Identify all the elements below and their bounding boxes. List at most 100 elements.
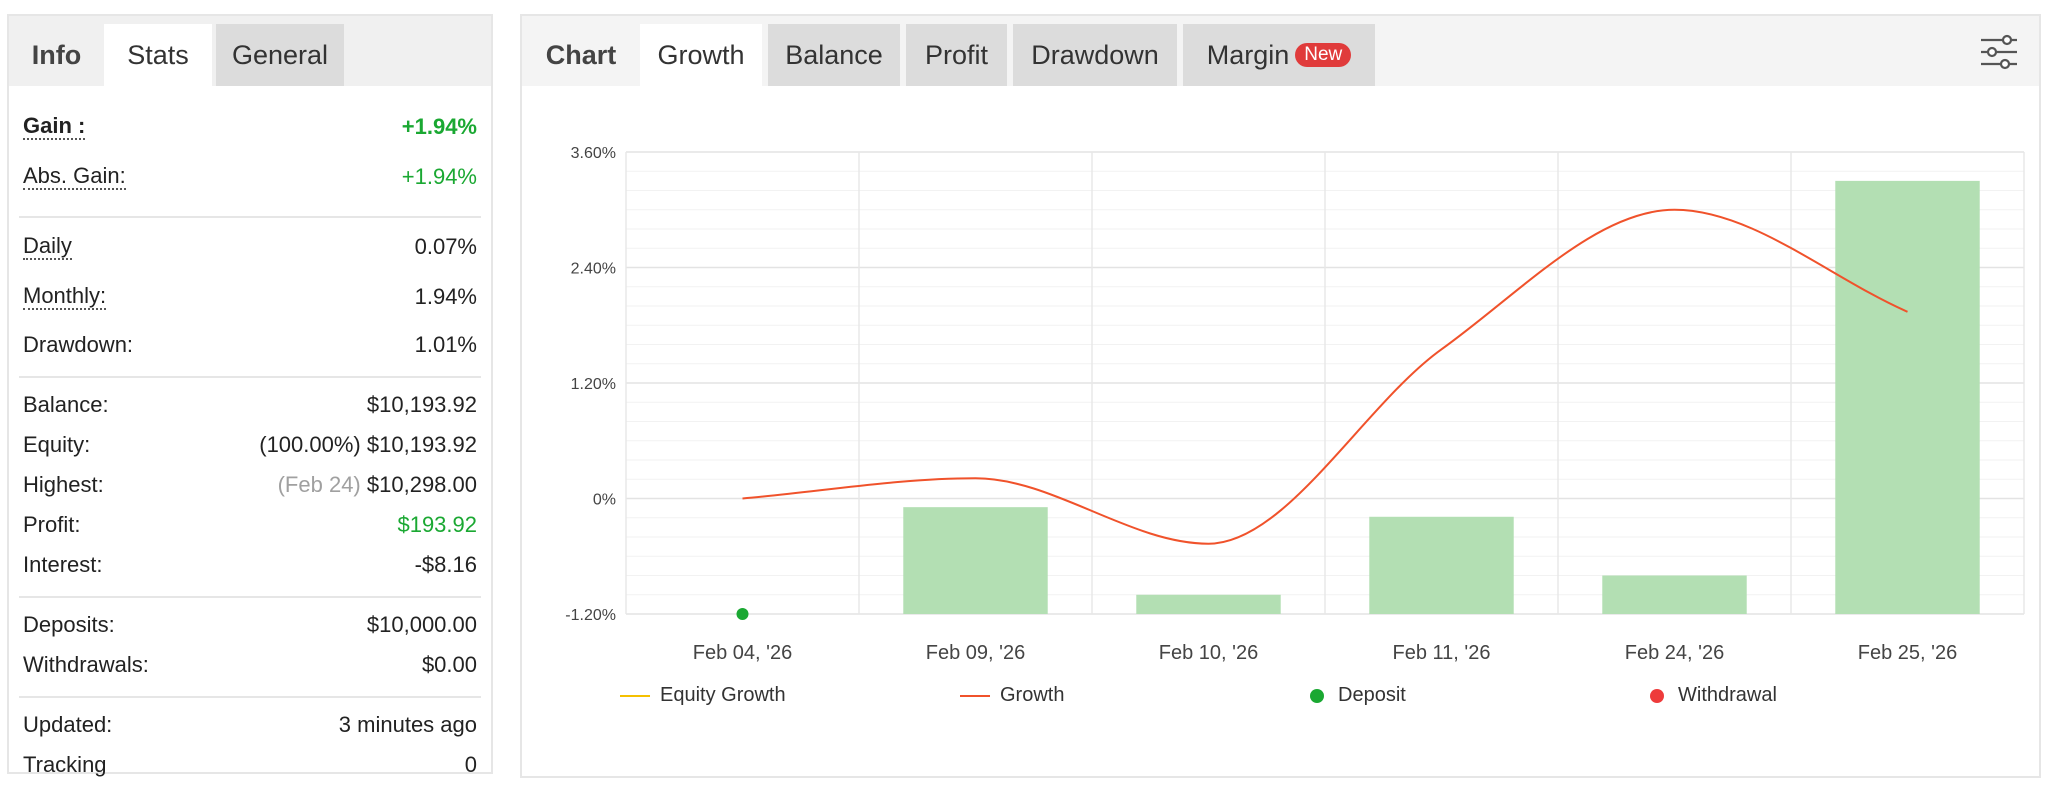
tab-margin[interactable]: Margin New: [1183, 24, 1375, 86]
stat-row-deposits: Deposits: $10,000.00: [23, 612, 477, 652]
chart-panel: Chart Growth Balance Profit Drawdown Mar…: [520, 14, 2041, 778]
tab-drawdown[interactable]: Drawdown: [1013, 24, 1177, 86]
legend-equity-growth[interactable]: Equity Growth: [620, 680, 786, 710]
tab-profit[interactable]: Profit: [906, 24, 1007, 86]
stat-row-abs-gain: Abs. Gain: +1.94%: [23, 164, 477, 204]
chart-grid: [625, 151, 2025, 615]
tab-growth[interactable]: Growth: [640, 24, 762, 86]
interest-label: Interest:: [23, 552, 103, 577]
deposits-label: Deposits:: [23, 612, 115, 637]
x-tick-label: Feb 25, '26: [1858, 642, 1957, 664]
legend-line-icon: [960, 694, 990, 697]
equity-percent: (100.00%): [259, 432, 361, 457]
monthly-label[interactable]: Monthly:: [23, 283, 107, 310]
gain-value: +1.94%: [401, 114, 477, 139]
stat-row-tracking: Tracking 0: [23, 752, 477, 792]
chart-tab-bar: Chart Growth Balance Profit Drawdown Mar…: [522, 16, 2039, 86]
legend-label: Withdrawal: [1678, 684, 1777, 706]
withdrawals-value: $0.00: [421, 652, 477, 677]
filter-sliders-icon[interactable]: [1979, 32, 2019, 72]
highest-date: (Feb 24): [277, 472, 361, 497]
divider: [19, 216, 481, 218]
equity-value-group: (100.00%) $10,193.92: [259, 432, 477, 458]
legend-deposit[interactable]: Deposit: [1310, 680, 1406, 710]
tab-info[interactable]: Info: [31, 40, 82, 70]
drawdown-value: 1.01%: [414, 332, 477, 357]
growth-bar: [903, 507, 1048, 614]
gain-label[interactable]: Gain :: [23, 113, 86, 140]
deposit-markers: [736, 608, 749, 620]
highest-value-group: (Feb 24) $10,298.00: [278, 472, 477, 498]
deposits-value: $10,000.00: [366, 612, 477, 637]
growth-line: [742, 208, 1908, 545]
tab-chart[interactable]: Chart: [545, 40, 617, 70]
daily-value: 0.07%: [414, 234, 477, 259]
growth-bar: [1835, 180, 1980, 614]
balance-label: Balance:: [23, 392, 109, 417]
tracking-label: Tracking: [23, 752, 107, 777]
stat-row-withdrawals: Withdrawals: $0.00: [23, 652, 477, 692]
stat-row-gain: Gain : +1.94%: [23, 114, 477, 154]
legend-dot-icon: [1650, 688, 1664, 703]
stat-row-monthly: Monthly: 1.94%: [23, 284, 477, 324]
growth-bar: [1369, 516, 1514, 614]
growth-bar: [1136, 594, 1281, 614]
abs-gain-label[interactable]: Abs. Gain:: [23, 163, 126, 190]
divider: [19, 376, 481, 378]
updated-label: Updated:: [23, 712, 113, 737]
y-tick-label: 2.40%: [571, 261, 616, 278]
balance-value: $10,193.92: [366, 392, 477, 417]
legend-dot-icon: [1310, 688, 1324, 703]
growth-line-path: [742, 208, 1908, 545]
withdrawals-label: Withdrawals:: [23, 652, 149, 677]
x-tick-label: Feb 09, '26: [926, 642, 1025, 664]
new-badge: New: [1295, 42, 1352, 67]
stat-row-equity: Equity: (100.00%) $10,193.92: [23, 432, 477, 472]
equity-label: Equity:: [23, 432, 91, 457]
deposit-marker: [736, 608, 749, 620]
y-tick-label: 3.60%: [571, 145, 616, 162]
x-tick-label: Feb 04, '26: [693, 642, 792, 664]
stats-panel: Info Stats General Gain : +1.94% Abs. Ga…: [7, 14, 493, 777]
stat-row-updated: Updated: 3 minutes ago: [23, 712, 477, 752]
tab-general[interactable]: General: [216, 24, 344, 86]
legend-label: Equity Growth: [660, 684, 786, 706]
daily-label[interactable]: Daily: [23, 233, 72, 260]
divider: [19, 596, 481, 598]
legend-growth[interactable]: Growth: [960, 680, 1064, 710]
x-tick-label: Feb 10, '26: [1159, 642, 1258, 664]
equity-value: $10,193.92: [366, 432, 477, 457]
stat-row-daily: Daily 0.07%: [23, 234, 477, 274]
y-axis-labels: 3.60% 2.40% 1.20% 0% -1.20%: [565, 145, 616, 624]
y-tick-label: 1.20%: [571, 376, 616, 393]
growth-bar: [1602, 575, 1747, 614]
tab-margin-label: Margin: [1206, 40, 1290, 70]
highest-label: Highest:: [23, 472, 104, 497]
stat-row-interest: Interest: -$8.16: [23, 552, 477, 592]
abs-gain-value: +1.94%: [401, 164, 477, 189]
stat-row-highest: Highest: (Feb 24) $10,298.00: [23, 472, 477, 512]
y-tick-label: -1.20%: [565, 607, 616, 624]
tab-stats[interactable]: Stats: [104, 24, 212, 86]
legend-label: Growth: [1000, 684, 1065, 706]
x-tick-label: Feb 11, '26: [1393, 642, 1491, 664]
legend-label: Deposit: [1338, 684, 1406, 706]
monthly-value: 1.94%: [414, 284, 477, 309]
x-tick-label: Feb 24, '26: [1625, 642, 1724, 664]
growth-chart: 3.60%2.40%1.20%0%-1.20% Feb 04, '26 Feb 0…: [565, 145, 2025, 664]
updated-value: 3 minutes ago: [338, 712, 477, 737]
stat-row-balance: Balance: $10,193.92: [23, 392, 477, 432]
stat-row-profit: Profit: $193.92: [23, 512, 477, 552]
drawdown-label: Drawdown:: [23, 332, 134, 357]
legend-line-icon: [620, 694, 650, 697]
divider: [19, 696, 481, 698]
profit-value: $193.92: [397, 512, 477, 537]
x-axis-labels: Feb 04, '26 Feb 09, '26 Feb 10, '26 Feb 11,…: [693, 642, 1957, 664]
legend-withdrawal[interactable]: Withdrawal: [1650, 680, 1777, 710]
chart-legend: Equity Growth Growth Deposit Withdrawal: [522, 680, 2039, 720]
y-tick-label: 0%: [593, 492, 616, 509]
growth-bars: [903, 180, 1980, 614]
profit-label: Profit:: [23, 512, 81, 537]
stat-row-drawdown: Drawdown: 1.01%: [23, 332, 477, 372]
tab-balance[interactable]: Balance: [768, 24, 900, 86]
